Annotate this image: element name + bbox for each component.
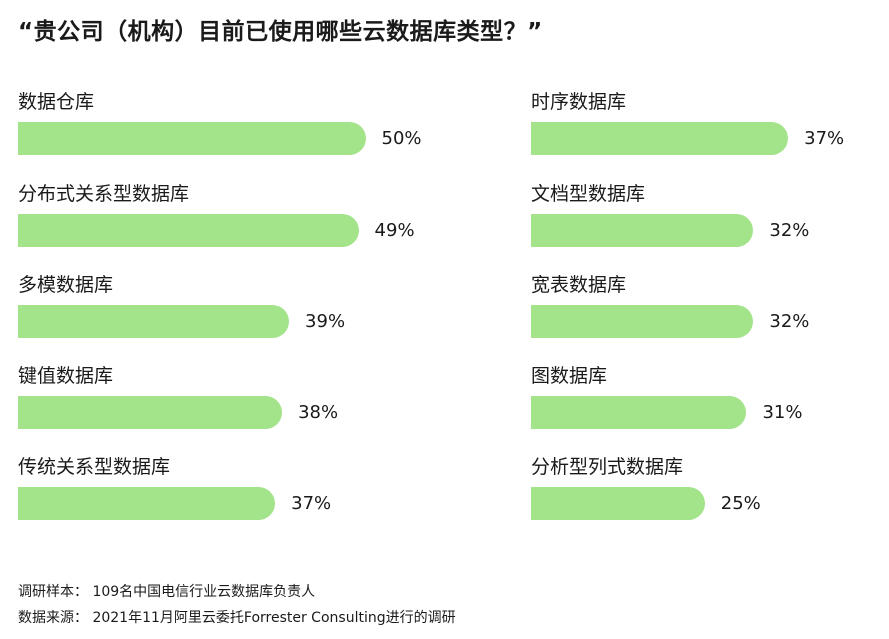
bar-item: 分布式关系型数据库 49% <box>18 182 438 262</box>
value-label: 37% <box>291 493 332 514</box>
bar <box>531 396 747 429</box>
value-label: 31% <box>762 402 803 423</box>
category-label: 文档型数据库 <box>531 183 646 205</box>
bar <box>531 487 705 520</box>
value-label: 49% <box>374 220 415 241</box>
value-label: 32% <box>769 220 810 241</box>
category-label: 分布式关系型数据库 <box>18 183 190 205</box>
bar <box>18 214 359 247</box>
value-label: 32% <box>769 311 810 332</box>
value-label: 25% <box>720 493 761 514</box>
bar-item: 分析型列式数据库 25% <box>531 455 889 535</box>
bar <box>18 396 283 429</box>
bar-item: 多模数据库 39% <box>18 273 438 353</box>
bar-item: 宽表数据库 32% <box>531 273 889 353</box>
footer-source: 数据来源： 2021年11月阿里云委托Forrester Consulting进… <box>18 610 456 626</box>
bar-item: 数据仓库 50% <box>18 90 438 170</box>
value-label: 50% <box>381 128 422 149</box>
bar-item: 时序数据库 37% <box>531 90 889 170</box>
chart-title: “贵公司（机构）目前已使用哪些云数据库类型？” <box>18 19 543 45</box>
category-label: 宽表数据库 <box>531 274 627 296</box>
category-label: 数据仓库 <box>18 91 95 113</box>
category-label: 多模数据库 <box>18 274 114 296</box>
category-label: 分析型列式数据库 <box>531 456 684 478</box>
category-label: 传统关系型数据库 <box>18 456 171 478</box>
bar <box>18 305 290 338</box>
value-label: 37% <box>804 128 845 149</box>
value-label: 38% <box>298 402 339 423</box>
bar-item: 传统关系型数据库 37% <box>18 455 438 535</box>
bar-item: 图数据库 31% <box>531 364 889 444</box>
category-label: 时序数据库 <box>531 91 627 113</box>
bar-item: 文档型数据库 32% <box>531 182 889 262</box>
bar <box>18 122 366 155</box>
footer-sample: 调研样本： 109名中国电信行业云数据库负责人 <box>18 584 316 600</box>
bar <box>531 214 754 247</box>
category-label: 键值数据库 <box>18 365 114 387</box>
bar <box>531 122 789 155</box>
bar <box>531 305 754 338</box>
category-label: 图数据库 <box>531 365 608 387</box>
value-label: 39% <box>305 311 346 332</box>
bar-item: 键值数据库 38% <box>18 364 438 444</box>
bar <box>18 487 276 520</box>
